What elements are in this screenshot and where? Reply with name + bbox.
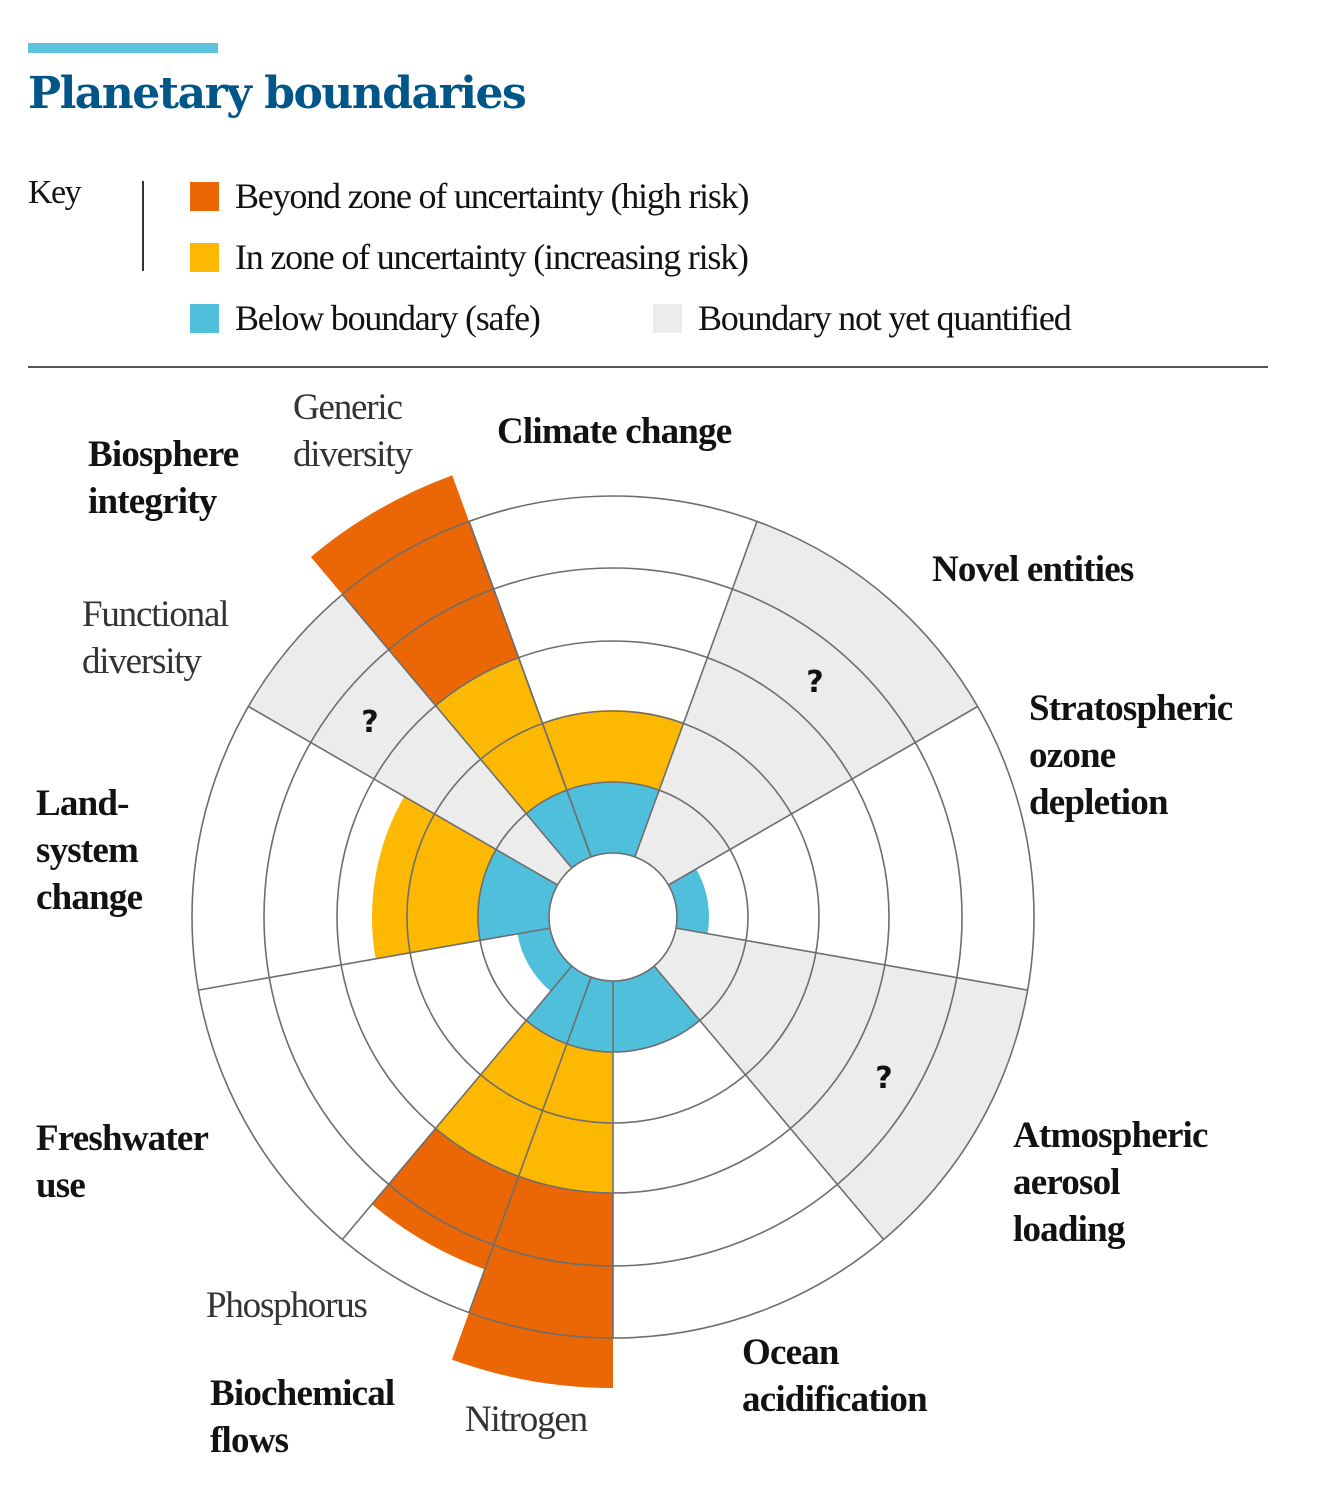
segment-band <box>613 966 700 1052</box>
label-ocean-acidification: Ocean acidification <box>742 1332 928 1420</box>
segment-band <box>566 977 613 1052</box>
accent-bar <box>28 43 218 53</box>
legend-item-high-risk: Beyond zone of uncertainty (high risk) <box>190 176 749 216</box>
segment-band <box>435 1020 567 1177</box>
segment-band <box>542 710 684 791</box>
chart-segments <box>248 475 1028 1388</box>
segment-band <box>566 782 660 857</box>
label-functional-diversity: Functional diversity <box>82 594 229 682</box>
sector-line <box>341 593 573 869</box>
sector-line <box>248 705 558 886</box>
label-novel-entities: Novel entities <box>932 549 1134 590</box>
segment-band <box>654 928 1028 1240</box>
header-divider <box>28 366 1268 368</box>
sector-line <box>341 965 573 1241</box>
legend-swatch-not-quantified <box>653 303 682 333</box>
legend-label: Boundary not yet quantified <box>698 298 1072 338</box>
chart-unknown-markers: ??? <box>361 665 892 1096</box>
legend-swatch-safe <box>190 303 219 333</box>
legend-label: Below boundary (safe) <box>235 298 541 338</box>
label-biochemical-flows: Biochemical flows <box>210 1373 395 1461</box>
legend-item-safe: Below boundary (safe) <box>190 298 541 338</box>
sector-line <box>634 521 758 858</box>
chart-sector-lines <box>198 521 1028 1338</box>
legend-label: Beyond zone of uncertainty (high risk) <box>235 176 749 216</box>
question-mark-icon: ? <box>361 705 378 740</box>
segment-band <box>477 849 558 941</box>
sector-line <box>468 521 592 858</box>
segment-band <box>372 796 497 959</box>
question-mark-icon: ? <box>875 1061 892 1096</box>
label-climate-change: Climate change <box>497 411 732 452</box>
label-biosphere-integrity: Biosphere integrity <box>88 434 239 522</box>
label-ozone-depletion: Stratospheric ozone depletion <box>1029 688 1233 823</box>
legend-label: In zone of uncertainty (increasing risk) <box>235 237 749 277</box>
segment-band <box>435 657 567 814</box>
sector-line <box>468 976 592 1313</box>
question-mark-icon: ? <box>806 665 823 700</box>
sector-line <box>675 927 1028 991</box>
segment-band <box>451 1176 613 1388</box>
sector-line <box>668 705 978 886</box>
key-label: Key <box>28 174 82 211</box>
segment-band <box>526 790 592 868</box>
segment-band <box>526 966 592 1044</box>
segment-band <box>634 521 978 885</box>
segment-band <box>248 594 572 885</box>
page-title: Planetary boundaries <box>28 68 527 119</box>
label-nitrogen: Nitrogen <box>465 1399 588 1440</box>
label-freshwater-use: Freshwater use <box>36 1118 209 1206</box>
legend-item-increasing-risk: In zone of uncertainty (increasing risk) <box>190 237 749 277</box>
label-aerosol-loading: Atmospheric aerosol loading <box>1013 1115 1208 1250</box>
legend-swatch-high-risk <box>190 181 219 211</box>
segment-band <box>371 1128 519 1270</box>
grid-ring <box>548 852 678 982</box>
segment-band <box>517 928 572 992</box>
label-land-system-change: Land- system change <box>36 783 143 918</box>
legend-item-not-quantified: Boundary not yet quantified <box>653 298 1072 338</box>
label-phosphorus: Phosphorus <box>206 1285 368 1326</box>
legend-swatch-increasing-risk <box>190 242 219 272</box>
sector-line <box>653 965 885 1241</box>
label-genetic-diversity: Generic diversity <box>293 387 413 475</box>
segment-band <box>668 869 710 934</box>
key-divider <box>142 181 144 271</box>
sector-line <box>198 927 551 991</box>
segment-band <box>518 1043 613 1193</box>
segment-band <box>310 475 519 706</box>
